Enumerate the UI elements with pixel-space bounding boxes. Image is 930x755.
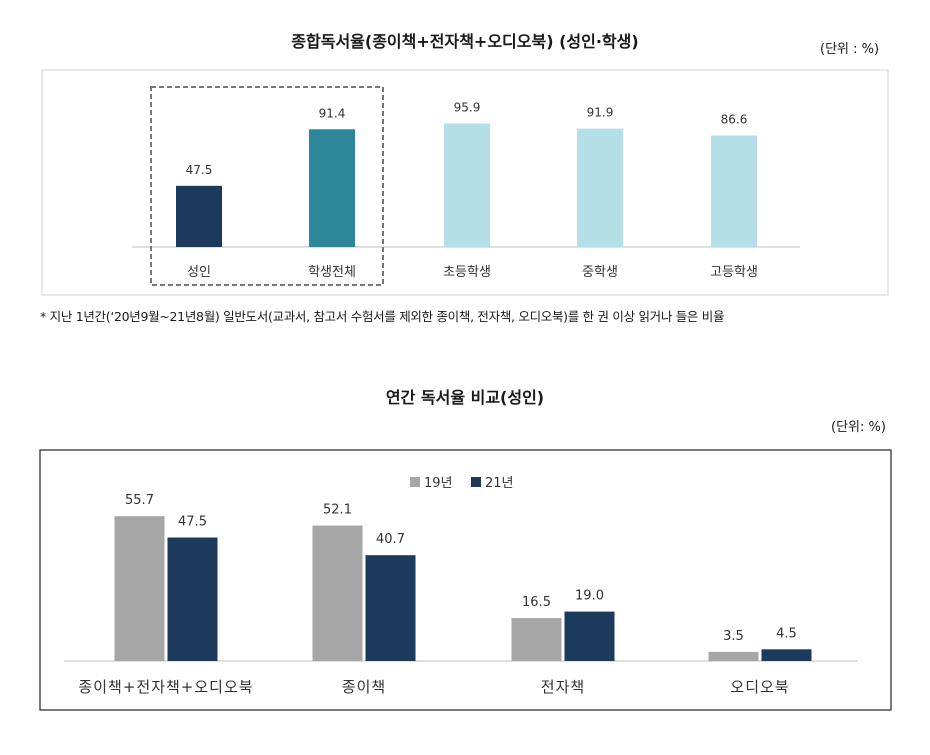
chart1-title: 종합독서율(종이책+전자책+오디오북) (성인·학생) [291, 32, 639, 51]
bar-4 [577, 128, 623, 247]
category-label-5: 고등학생 [710, 265, 758, 280]
data-label-3: 95.9 [454, 100, 481, 114]
data-label-2: 91.4 [319, 106, 346, 120]
legend-swatch-21년 [471, 477, 481, 487]
bar-21년-4 [761, 649, 812, 661]
category-label-3: 전자책 [541, 678, 585, 696]
chart2-title: 연간 독서율 비교(성인) [385, 388, 545, 407]
chart1-footnote: * 지난 1년간(‘20년9월~21년8월) 일반도서(교과서, 참고서 수험서… [40, 309, 725, 324]
bar-21년-1 [167, 537, 218, 661]
bar-21년-3 [564, 611, 615, 661]
bar-19년-1 [114, 516, 165, 661]
legend-label-21년: 21년 [485, 476, 514, 491]
category-label-1: 성인 [187, 265, 211, 280]
data-label-1: 47.5 [186, 163, 213, 177]
chart1-svg: 47.5 성인 91.4 학생전체 95.9 초등학생 91.9 중학생 86.6 고등학생 [41, 69, 889, 296]
data-label-21년-1: 47.5 [178, 515, 207, 530]
bar-19년-3 [511, 618, 562, 661]
category-label-2: 종이책 [342, 678, 386, 696]
data-label-21년-4: 4.5 [776, 626, 797, 641]
data-label-21년-3: 19.0 [575, 589, 604, 604]
data-label-4: 91.9 [587, 106, 614, 120]
category-label-4: 중학생 [582, 265, 618, 280]
chart2-svg: 19년 21년 55.7 47.5 종이책+전자책+오디오북 52.1 40.7 종이책 16… [39, 449, 892, 711]
category-label-3: 초등학생 [443, 265, 491, 280]
data-label-19년-1: 55.7 [125, 493, 154, 508]
legend-swatch-19년 [410, 477, 420, 487]
data-label-5: 86.6 [721, 112, 748, 126]
chart1-highlight-box [150, 86, 384, 286]
bar-1 [176, 185, 222, 247]
chart2-unit: (단위: %) [831, 420, 886, 435]
category-label-1: 종이책+전자책+오디오북 [78, 678, 253, 696]
bar-5 [711, 135, 757, 247]
legend-label-19년: 19년 [424, 476, 453, 491]
data-label-21년-2: 40.7 [376, 532, 405, 547]
data-label-19년-2: 52.1 [323, 503, 352, 518]
bar-2 [309, 129, 355, 247]
data-label-19년-3: 16.5 [522, 595, 551, 610]
data-label-19년-4: 3.5 [723, 629, 744, 644]
chart1-unit: (단위 : %) [820, 42, 880, 57]
bar-19년-2 [312, 525, 363, 661]
category-label-2: 학생전체 [308, 265, 356, 280]
bar-3 [444, 123, 490, 247]
bar-21년-2 [365, 555, 416, 661]
category-label-4: 오디오북 [730, 678, 789, 696]
bar-19년-4 [708, 651, 759, 661]
